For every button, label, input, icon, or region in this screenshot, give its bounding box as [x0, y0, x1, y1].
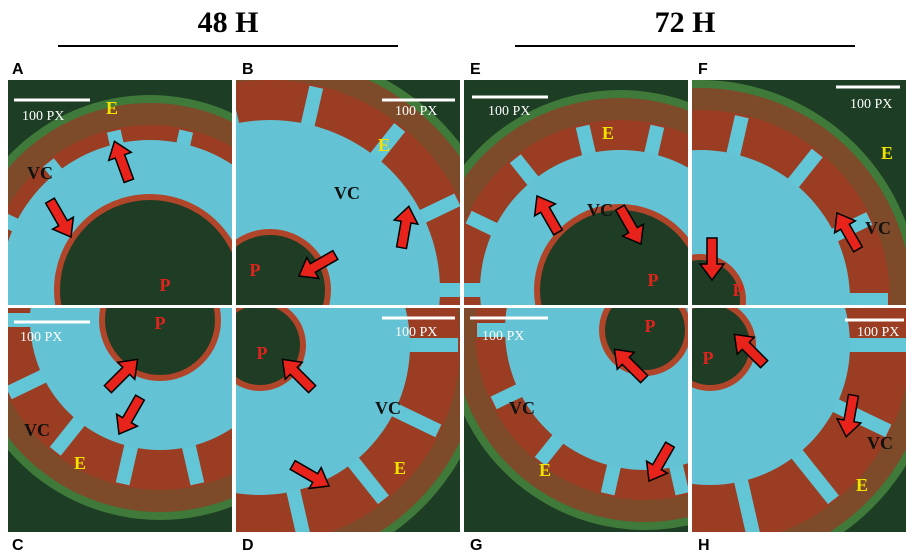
xylem-ray	[123, 443, 132, 484]
tissue-label: VC	[334, 183, 360, 203]
tissue-label: P	[703, 348, 714, 368]
tissue-label: VC	[509, 398, 535, 418]
tissue-label: P	[733, 280, 744, 300]
tissue-label: E	[394, 458, 406, 478]
tissue-label: E	[539, 460, 551, 480]
scale-label: 100 PX	[857, 325, 899, 340]
xylem-ray	[675, 463, 682, 494]
scale-label: 100 PX	[850, 97, 892, 112]
scale-label: 100 PX	[482, 329, 524, 344]
tissue-label: E	[602, 123, 614, 143]
panel-letter: E	[470, 61, 481, 78]
panel-letter: C	[12, 537, 24, 554]
tissue-label: P	[645, 316, 656, 336]
panel-letter: H	[698, 537, 710, 554]
tissue-label: VC	[587, 200, 613, 220]
scale-label: 100 PX	[20, 330, 62, 345]
tissue-label: E	[881, 143, 893, 163]
xylem-ray	[307, 87, 316, 128]
tissue-label: P	[250, 260, 261, 280]
tissue-label: E	[378, 135, 390, 155]
tissue-label: E	[856, 475, 868, 495]
header: 48 H	[198, 6, 259, 39]
figure: 48 H 72 H 100 PX E VC P A 100 PX E VC P B 100 PX P V…	[0, 0, 906, 555]
tissue-label: P	[648, 270, 659, 290]
panel-letter: G	[470, 537, 482, 554]
scale-label: 100 PX	[395, 325, 437, 340]
panel-letter: A	[12, 61, 24, 78]
scale-label: 100 PX	[488, 104, 530, 119]
tissue-label: P	[155, 313, 166, 333]
xylem-ray	[732, 117, 741, 158]
tissue-label: P	[160, 275, 171, 295]
header: 72 H	[655, 6, 716, 39]
tissue-label: E	[74, 453, 86, 473]
xylem-ray	[188, 443, 197, 484]
scale-label: 100 PX	[395, 104, 437, 119]
xylem-ray	[608, 463, 615, 494]
tissue-label: P	[257, 343, 268, 363]
panel-letter: B	[242, 61, 254, 78]
tissue-label: VC	[375, 398, 401, 418]
panel-letter: F	[698, 61, 708, 78]
scale-label: 100 PX	[22, 109, 64, 124]
xylem-ray	[650, 126, 657, 157]
tissue-label: VC	[867, 433, 893, 453]
xylem-ray	[583, 126, 590, 157]
tissue-label: VC	[24, 420, 50, 440]
tissue-label: VC	[27, 163, 53, 183]
panel-letter: D	[242, 537, 254, 554]
tissue-label: VC	[865, 218, 891, 238]
tissue-label: E	[106, 98, 118, 118]
